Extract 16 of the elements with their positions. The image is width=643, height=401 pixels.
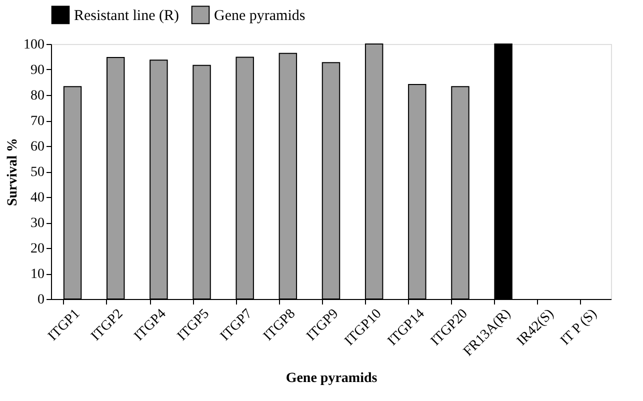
y-tick-label: 60 [30,140,44,154]
y-axis-title: Survival % [6,138,20,206]
y-tick-label: 0 [38,292,44,308]
y-tick-label: 70 [30,114,44,129]
y-tick-label: 40 [30,190,44,206]
y-tick-label: 80 [30,88,44,104]
y-tick-label: 10 [30,267,44,282]
y-tick-label: 100 [24,38,44,52]
legend-label: Gene pyramids [214,8,306,24]
y-tick-label: 30 [30,216,44,231]
legend-label: Resistant line (R) [74,8,179,24]
x-tick-label: IT P (S) [558,306,600,348]
x-axis-title: Gene pyramids [286,370,378,386]
y-tick-label: 50 [30,165,44,180]
y-tick-label: 90 [30,63,44,78]
y-tick-label: 20 [30,242,44,256]
